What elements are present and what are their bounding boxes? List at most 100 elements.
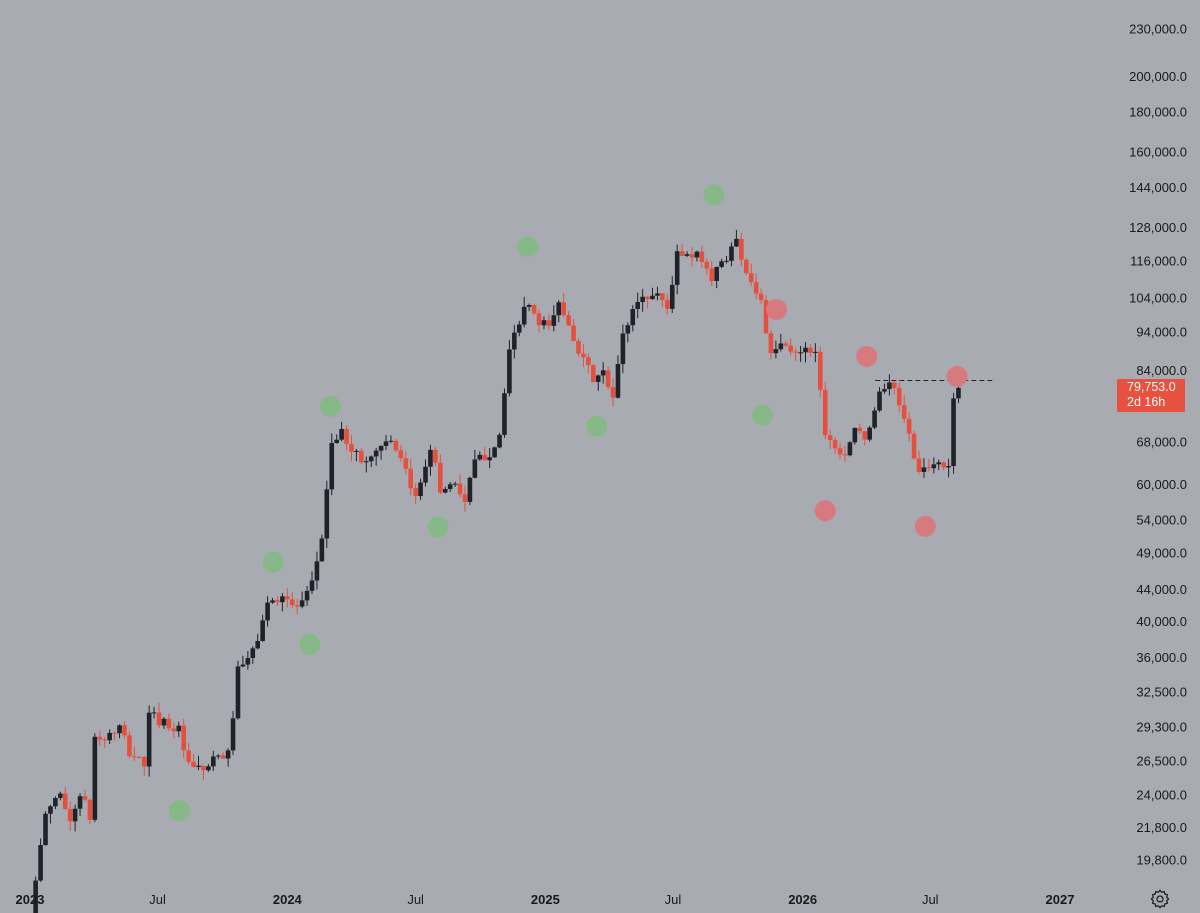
candle-down bbox=[892, 380, 897, 395]
candle-body bbox=[354, 450, 359, 452]
candle-down bbox=[97, 731, 103, 746]
candle-up bbox=[245, 651, 251, 670]
candle-down bbox=[201, 765, 206, 780]
candle-body bbox=[166, 718, 172, 729]
candle-body bbox=[734, 238, 739, 247]
candle-body bbox=[146, 712, 152, 767]
candle-body bbox=[926, 467, 932, 469]
candle-body bbox=[516, 324, 522, 333]
candle-up bbox=[512, 324, 517, 359]
x-tick-label: Jul bbox=[665, 892, 682, 907]
candle-body bbox=[689, 254, 695, 258]
candle-body bbox=[487, 457, 492, 461]
candle-down bbox=[788, 338, 793, 356]
candle-down bbox=[220, 752, 226, 759]
y-tick-label: 24,000.0 bbox=[1136, 787, 1187, 802]
candle-down bbox=[832, 437, 838, 454]
candle-up bbox=[467, 476, 473, 505]
candle-body bbox=[492, 447, 497, 458]
candle-up bbox=[714, 266, 719, 289]
green-marker-9 bbox=[751, 404, 773, 426]
candle-body bbox=[679, 251, 685, 256]
candle-up bbox=[852, 427, 858, 445]
candle-body bbox=[586, 357, 591, 366]
candle-up bbox=[368, 455, 374, 468]
candle-up bbox=[877, 387, 882, 413]
candle-up bbox=[502, 388, 507, 438]
candle-up bbox=[551, 305, 557, 332]
candle-body bbox=[82, 796, 88, 800]
candle-body bbox=[595, 375, 601, 382]
candle-body bbox=[783, 343, 789, 346]
x-tick-label: 2023 bbox=[16, 892, 45, 907]
candle-up bbox=[655, 286, 660, 301]
candle-body bbox=[566, 315, 571, 326]
candle-body bbox=[808, 347, 813, 353]
candle-body bbox=[156, 712, 162, 726]
y-tick-label: 40,000.0 bbox=[1136, 614, 1187, 629]
candle-down bbox=[748, 263, 754, 287]
candle-body bbox=[418, 482, 423, 497]
candle-body bbox=[931, 464, 937, 469]
candle-down bbox=[285, 588, 290, 608]
candle-down bbox=[136, 756, 142, 759]
candle-up bbox=[383, 435, 389, 451]
candle-body bbox=[442, 489, 448, 493]
candle-up bbox=[477, 451, 483, 461]
candle-body bbox=[265, 602, 270, 621]
gear-icon[interactable] bbox=[1150, 889, 1170, 909]
candle-body bbox=[674, 251, 680, 285]
candle-body bbox=[882, 389, 887, 392]
candle-body bbox=[117, 725, 122, 734]
y-tick-label: 26,500.0 bbox=[1136, 754, 1187, 769]
candle-body bbox=[53, 797, 58, 807]
y-tick-label: 21,800.0 bbox=[1136, 820, 1187, 835]
candle-body bbox=[581, 353, 586, 358]
candle-up bbox=[53, 796, 58, 810]
candle-down bbox=[862, 430, 868, 446]
candle-body bbox=[620, 333, 626, 365]
candle-body bbox=[127, 735, 132, 757]
candle-up bbox=[319, 534, 325, 562]
candle-up bbox=[600, 362, 606, 384]
candle-up bbox=[309, 571, 315, 594]
candle-body bbox=[901, 405, 907, 419]
candle-body bbox=[438, 462, 443, 493]
candle-down bbox=[576, 338, 581, 357]
candle-body bbox=[699, 251, 705, 262]
candle-body bbox=[576, 341, 581, 354]
candle-body bbox=[141, 756, 147, 767]
red-marker-12 bbox=[856, 345, 878, 367]
candle-body bbox=[561, 302, 566, 316]
candle-down bbox=[112, 731, 117, 741]
candle-body bbox=[590, 365, 596, 382]
candle-body bbox=[773, 349, 779, 354]
candle-down bbox=[605, 366, 611, 390]
candle-up bbox=[151, 706, 157, 719]
y-tick-label: 160,000.0 bbox=[1129, 144, 1187, 159]
candle-up bbox=[146, 705, 152, 777]
candle-down bbox=[561, 292, 566, 318]
candle-body bbox=[334, 439, 339, 444]
candle-body bbox=[556, 302, 562, 316]
candle-up bbox=[240, 655, 246, 668]
candle-up bbox=[497, 432, 502, 449]
candle-down bbox=[743, 257, 749, 275]
candle-body bbox=[447, 484, 453, 490]
candle-body bbox=[38, 845, 43, 881]
candles bbox=[33, 229, 961, 913]
candle-body bbox=[260, 620, 265, 641]
candle-down bbox=[393, 439, 399, 452]
candle-up bbox=[778, 333, 784, 352]
candle-up bbox=[250, 646, 256, 664]
candle-body bbox=[650, 295, 655, 300]
candle-up bbox=[225, 748, 231, 767]
candle-body bbox=[87, 799, 93, 820]
candle-up bbox=[936, 459, 942, 471]
candle-body bbox=[832, 440, 838, 449]
candle-body bbox=[235, 666, 241, 719]
candle-down bbox=[191, 753, 196, 768]
candle-down bbox=[546, 313, 552, 331]
red-marker-11 bbox=[814, 500, 836, 522]
